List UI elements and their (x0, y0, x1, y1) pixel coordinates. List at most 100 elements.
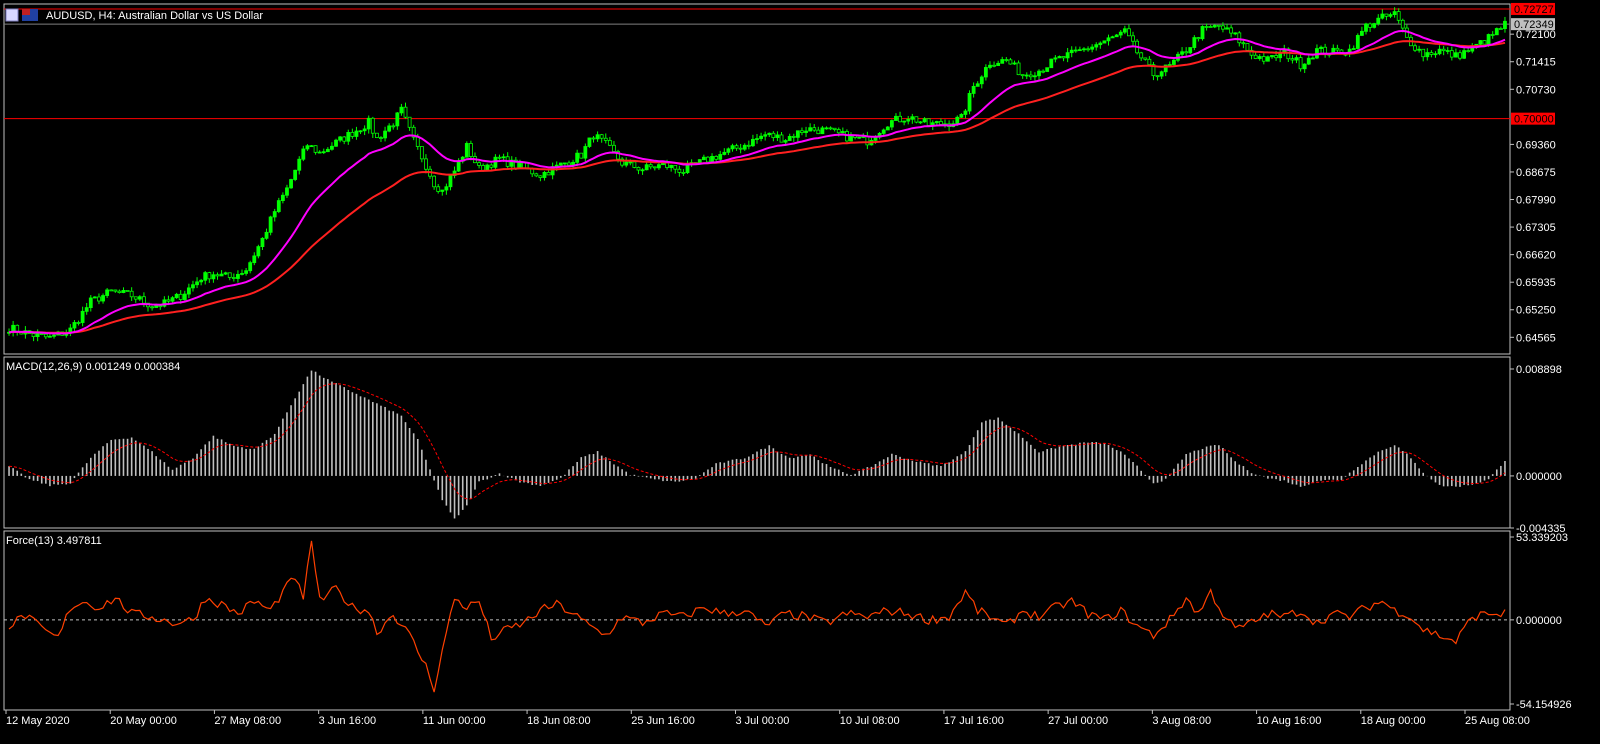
y-tick-label: 0.67305 (1516, 222, 1556, 234)
candle-body (182, 293, 187, 300)
candle-body (264, 231, 269, 239)
candle-body (395, 112, 400, 127)
candle-body (1413, 45, 1417, 51)
candle-body (583, 146, 588, 159)
candle-body (677, 168, 682, 173)
candle-body (1298, 57, 1303, 70)
candle-body (399, 106, 404, 114)
force-pane[interactable]: 53.339203 0.000000 -54.154926 Force(13) 3.… (3, 530, 1572, 711)
candle-body (1486, 34, 1491, 45)
x-tick-label: 10 Jul 08:00 (840, 715, 900, 727)
candle-body (1245, 43, 1250, 51)
candle-body (534, 173, 539, 177)
time-axis: 12 May 2020 20 May 00:00 27 May 08:00 3 Jun… (5, 710, 1530, 727)
candle-body (918, 121, 923, 124)
candle-body (652, 166, 657, 169)
candle-body (39, 333, 44, 335)
candle-body (1110, 36, 1115, 39)
price-hlines[interactable] (4, 8, 1510, 120)
x-tick-label: 11 Jun 00:00 (423, 715, 486, 727)
candle-body (244, 270, 249, 274)
candle-body (1494, 28, 1499, 36)
candle-body (444, 186, 449, 191)
candle-body (1368, 23, 1372, 28)
y-tick-label: 0.65250 (1516, 305, 1556, 317)
candle-body (591, 137, 596, 140)
candle-body (746, 144, 751, 147)
candle-body (542, 171, 547, 178)
y-tick-label: 0.69360 (1516, 139, 1556, 151)
candle-body (374, 132, 379, 138)
candle-body (1360, 30, 1364, 36)
candle-body (1449, 50, 1454, 58)
candle-body (845, 131, 849, 142)
candle-body (379, 137, 383, 139)
candle-body (685, 164, 690, 174)
candle-body (211, 274, 216, 280)
x-tick-label: 3 Aug 08:00 (1152, 715, 1211, 727)
candle-body (1012, 62, 1017, 65)
candle-body (403, 106, 408, 118)
x-tick-label: 25 Jun 16:00 (631, 715, 695, 727)
candle-body (840, 131, 845, 134)
candle-body (191, 284, 195, 289)
x-tick-label: 10 Aug 16:00 (1257, 715, 1322, 727)
candle-body (1196, 37, 1201, 40)
candle-body (309, 145, 314, 148)
x-tick-label: 17 Jul 16:00 (944, 715, 1004, 727)
candle-body (92, 296, 97, 299)
macd-pane[interactable]: 0.008898 0.000000 -0.004335 MACD(12,26,9) … (3, 356, 1566, 535)
price-pane[interactable]: 0.72100 0.71415 0.70730 0.69360 0.68675 0.679… (3, 2, 1556, 355)
candle-body (612, 144, 616, 152)
candle-body (759, 135, 763, 139)
candle-body (722, 151, 727, 155)
x-tick-label: 12 May 2020 (6, 715, 70, 727)
candle-body (133, 296, 138, 300)
candle-body (1061, 56, 1066, 59)
candle-body (289, 179, 293, 189)
candle-body (791, 135, 796, 138)
candle-body (370, 117, 375, 134)
candle-body (616, 151, 620, 160)
candle-body (1433, 53, 1438, 56)
candle-body (1335, 47, 1340, 51)
candle-body (1265, 56, 1270, 62)
candle-body (1274, 55, 1278, 59)
candle-body (1073, 49, 1078, 52)
candle-body (248, 262, 253, 272)
candle-body (1400, 19, 1405, 29)
candle-body (563, 162, 567, 165)
candle-body (101, 295, 105, 302)
candle-body (109, 289, 114, 292)
candle-body (330, 145, 334, 150)
candle-body (1053, 57, 1058, 60)
candle-body (828, 127, 833, 130)
candle-body (1355, 35, 1360, 49)
candle-body (1037, 70, 1041, 77)
candle-body (1008, 59, 1013, 65)
candle-body (219, 273, 224, 277)
candle-body (628, 161, 633, 164)
candle-body (1466, 50, 1471, 52)
candle-body (305, 145, 310, 150)
candle-body (43, 333, 48, 338)
candle-body (501, 156, 506, 159)
candle-body (362, 128, 367, 132)
candle-body (751, 138, 755, 147)
candle-body (1094, 44, 1099, 48)
candle-body (983, 67, 988, 78)
candle-body (624, 161, 629, 166)
candle-body (1033, 75, 1037, 78)
candle-body (215, 274, 220, 277)
candle-body (587, 137, 592, 147)
window-icon[interactable] (5, 8, 19, 22)
candle-body (1090, 46, 1095, 50)
candle-body (546, 171, 551, 176)
candle-body (1069, 49, 1074, 54)
candle-body (1086, 48, 1090, 51)
y-tick-label: 0.70730 (1516, 84, 1556, 96)
candle-body (199, 279, 204, 283)
candle-body (1028, 74, 1033, 78)
candle-body (1082, 48, 1086, 51)
